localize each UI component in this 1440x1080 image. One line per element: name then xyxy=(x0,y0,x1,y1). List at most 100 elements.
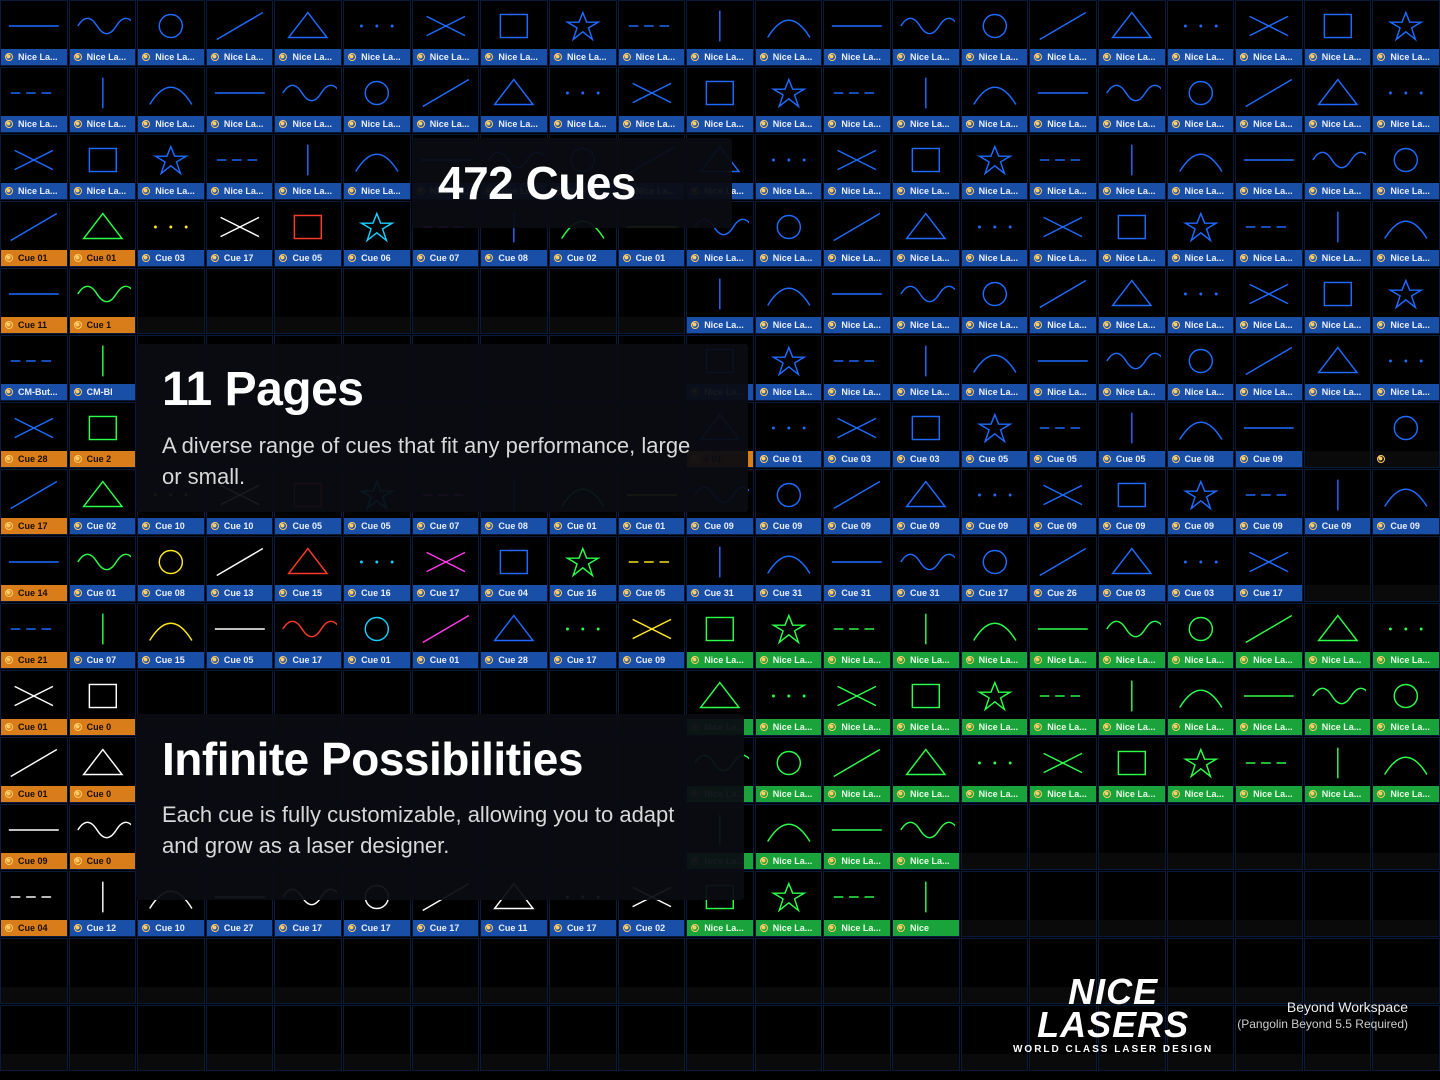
cue-cell[interactable]: Nice La... xyxy=(274,67,342,133)
cue-cell[interactable]: Nice La... xyxy=(961,0,1029,66)
cue-cell[interactable]: Nice La... xyxy=(1235,134,1303,200)
cue-cell[interactable]: Cue 28 xyxy=(0,402,68,468)
cue-cell[interactable] xyxy=(686,938,754,1004)
cue-cell[interactable] xyxy=(755,938,823,1004)
cue-cell[interactable]: Nice La... xyxy=(892,0,960,66)
cue-cell[interactable]: Nice La... xyxy=(755,268,823,334)
cue-cell[interactable]: Nice La... xyxy=(1235,0,1303,66)
cue-cell[interactable]: Cue 12 xyxy=(69,871,137,937)
cue-cell[interactable]: Nice La... xyxy=(892,67,960,133)
cue-cell[interactable]: Cue 01 xyxy=(755,402,823,468)
cue-cell[interactable]: Nice La... xyxy=(274,0,342,66)
cue-cell[interactable]: Nice La... xyxy=(1098,134,1166,200)
cue-cell[interactable]: Cue 31 xyxy=(823,536,891,602)
cue-cell[interactable] xyxy=(618,268,686,334)
cue-cell[interactable]: Nice La... xyxy=(755,0,823,66)
cue-cell[interactable]: Nice La... xyxy=(892,335,960,401)
cue-cell[interactable]: Cue 01 xyxy=(69,201,137,267)
cue-cell[interactable]: Cue 17 xyxy=(0,469,68,535)
cue-cell[interactable]: Cue 17 xyxy=(961,536,1029,602)
cue-cell[interactable]: Cue 04 xyxy=(480,536,548,602)
cue-cell[interactable]: Cue 08 xyxy=(137,536,205,602)
cue-cell[interactable]: Nice La... xyxy=(1167,0,1235,66)
cue-cell[interactable] xyxy=(1304,536,1372,602)
cue-cell[interactable] xyxy=(892,938,960,1004)
cue-cell[interactable]: Nice La... xyxy=(1029,134,1097,200)
cue-cell[interactable]: Nice La... xyxy=(412,0,480,66)
cue-cell[interactable]: Nice La... xyxy=(206,134,274,200)
cue-cell[interactable]: Nice La... xyxy=(892,268,960,334)
cue-cell[interactable]: Cue 09 xyxy=(618,603,686,669)
cue-cell[interactable]: Nice La... xyxy=(892,737,960,803)
cue-cell[interactable] xyxy=(961,804,1029,870)
cue-cell[interactable] xyxy=(69,938,137,1004)
cue-cell[interactable]: Nice La... xyxy=(961,268,1029,334)
cue-cell[interactable]: Cue 26 xyxy=(1029,536,1097,602)
cue-cell[interactable]: Nice La... xyxy=(823,335,891,401)
cue-cell[interactable]: Cue 01 xyxy=(343,603,411,669)
cue-cell[interactable] xyxy=(1029,871,1097,937)
cue-cell[interactable] xyxy=(1304,402,1372,468)
cue-cell[interactable]: Nice La... xyxy=(892,134,960,200)
cue-cell[interactable]: Nice La... xyxy=(823,670,891,736)
cue-cell[interactable] xyxy=(137,938,205,1004)
cue-cell[interactable]: Nice La... xyxy=(892,670,960,736)
cue-cell[interactable]: Nice La... xyxy=(686,268,754,334)
cue-cell[interactable]: Cue 01 xyxy=(0,737,68,803)
cue-cell[interactable]: Cue 31 xyxy=(892,536,960,602)
cue-cell[interactable] xyxy=(1167,871,1235,937)
cue-cell[interactable]: Cue 03 xyxy=(1167,536,1235,602)
cue-cell[interactable] xyxy=(1372,871,1440,937)
cue-cell[interactable] xyxy=(1235,871,1303,937)
cue-cell[interactable] xyxy=(0,1005,68,1071)
cue-cell[interactable]: Nice La... xyxy=(1098,268,1166,334)
cue-cell[interactable]: Nice La... xyxy=(343,67,411,133)
cue-cell[interactable] xyxy=(1304,871,1372,937)
cue-cell[interactable]: Cue 05 xyxy=(961,402,1029,468)
cue-cell[interactable]: Cue 13 xyxy=(206,536,274,602)
cue-cell[interactable]: Cue 09 xyxy=(1098,469,1166,535)
cue-cell[interactable]: Nice La... xyxy=(1235,335,1303,401)
cue-cell[interactable]: Nice La... xyxy=(823,804,891,870)
cue-cell[interactable]: Nice La... xyxy=(480,67,548,133)
cue-cell[interactable]: Nice La... xyxy=(69,67,137,133)
cue-cell[interactable]: Nice La... xyxy=(480,0,548,66)
cue-cell[interactable]: Cue 06 xyxy=(343,201,411,267)
cue-cell[interactable] xyxy=(1167,804,1235,870)
cue-cell[interactable]: Nice La... xyxy=(755,603,823,669)
cue-cell[interactable]: Cue 09 xyxy=(961,469,1029,535)
cue-cell[interactable] xyxy=(343,268,411,334)
cue-cell[interactable]: Nice La... xyxy=(1372,670,1440,736)
cue-cell[interactable] xyxy=(1029,804,1097,870)
cue-cell[interactable] xyxy=(686,1005,754,1071)
cue-cell[interactable]: CM-Bl xyxy=(69,335,137,401)
cue-cell[interactable]: Nice La... xyxy=(0,67,68,133)
cue-cell[interactable] xyxy=(343,1005,411,1071)
cue-cell[interactable]: Nice La... xyxy=(1167,67,1235,133)
cue-cell[interactable] xyxy=(480,938,548,1004)
cue-cell[interactable]: Cue 03 xyxy=(892,402,960,468)
cue-cell[interactable]: Nice La... xyxy=(1372,335,1440,401)
cue-cell[interactable]: Cue 01 xyxy=(0,201,68,267)
cue-cell[interactable]: Nice xyxy=(892,871,960,937)
cue-cell[interactable] xyxy=(618,938,686,1004)
cue-cell[interactable]: Nice La... xyxy=(961,603,1029,669)
cue-cell[interactable]: Cue 31 xyxy=(686,536,754,602)
cue-cell[interactable]: Cue 2 xyxy=(69,402,137,468)
cue-cell[interactable] xyxy=(1098,871,1166,937)
cue-cell[interactable]: Nice La... xyxy=(1029,67,1097,133)
cue-cell[interactable]: Nice La... xyxy=(823,603,891,669)
cue-cell[interactable]: Cue 02 xyxy=(69,469,137,535)
cue-cell[interactable] xyxy=(274,1005,342,1071)
cue-cell[interactable]: Nice La... xyxy=(69,134,137,200)
cue-cell[interactable]: Cue 17 xyxy=(1235,536,1303,602)
cue-cell[interactable]: Nice La... xyxy=(755,670,823,736)
cue-cell[interactable]: Nice La... xyxy=(1372,737,1440,803)
cue-cell[interactable]: Nice La... xyxy=(274,134,342,200)
cue-cell[interactable]: Cue 09 xyxy=(1235,402,1303,468)
cue-cell[interactable]: Nice La... xyxy=(343,134,411,200)
cue-cell[interactable]: Nice La... xyxy=(1098,0,1166,66)
cue-cell[interactable] xyxy=(0,938,68,1004)
cue-cell[interactable]: Cue 16 xyxy=(549,536,617,602)
cue-cell[interactable]: Cue 21 xyxy=(0,603,68,669)
